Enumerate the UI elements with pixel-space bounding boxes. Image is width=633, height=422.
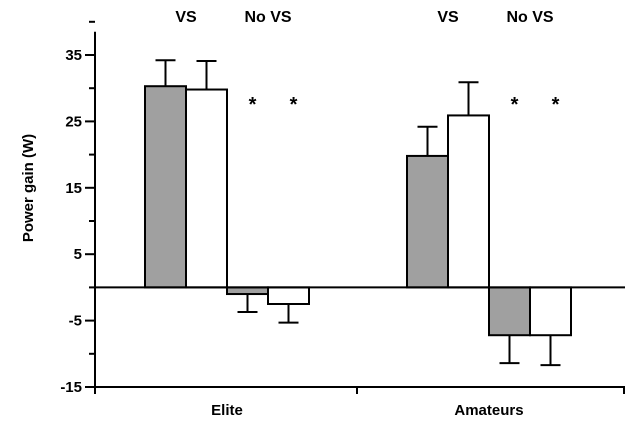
bar-elite-3 <box>267 286 310 305</box>
condition-label: VS <box>437 9 459 26</box>
condition-label: No VS <box>244 9 291 26</box>
significance-star: * <box>511 94 519 116</box>
y-tick-label: -5 <box>69 313 82 330</box>
bar-amateurs-2 <box>488 286 531 337</box>
y-tick-label: 15 <box>65 180 82 197</box>
y-tick-label: -15 <box>60 379 82 396</box>
significance-star: * <box>290 94 298 116</box>
bar-elite-1 <box>185 88 228 289</box>
bar-elite-0 <box>144 85 187 289</box>
bar-amateurs-1 <box>447 114 490 289</box>
condition-label: No VS <box>506 9 553 26</box>
bar-amateurs-0 <box>406 154 449 289</box>
significance-star: * <box>249 94 257 116</box>
condition-label: VS <box>175 9 197 26</box>
category-label-elite: Elite <box>211 402 243 419</box>
axes-layer <box>85 20 625 394</box>
bar-amateurs-3 <box>529 286 572 337</box>
y-tick-label: 25 <box>65 113 82 130</box>
y-axis-label: Power gain (W) <box>20 134 37 242</box>
significance-star: * <box>552 94 560 116</box>
y-tick-label: 35 <box>65 47 82 64</box>
y-tick-label: 5 <box>74 246 82 263</box>
category-label-amateurs: Amateurs <box>454 402 523 419</box>
bars-layer <box>144 59 572 367</box>
labels-layer: * * VS No VS Elite * * VS No VS Amateurs -15 -5 5 15 2… <box>60 9 559 419</box>
